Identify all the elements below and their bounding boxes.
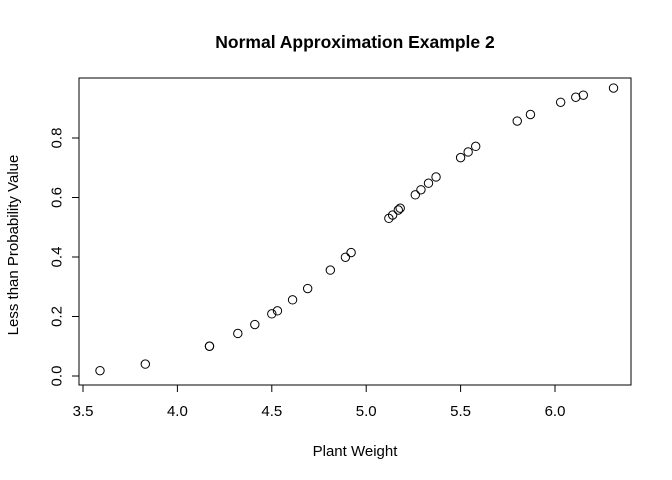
x-tick-label: 5.5 bbox=[450, 403, 471, 420]
x-axis: 3.5 4.0 4.5 5.0 5.5 6.0 bbox=[73, 384, 566, 420]
data-point bbox=[267, 309, 277, 319]
data-point bbox=[395, 203, 405, 213]
x-axis-label: Plant Weight bbox=[313, 443, 399, 460]
data-point bbox=[608, 83, 619, 93]
y-axis: 0.0 0.2 0.4 0.6 0.8 bbox=[49, 128, 80, 387]
data-point bbox=[140, 359, 151, 369]
data-point bbox=[340, 252, 351, 262]
data-point bbox=[287, 295, 298, 305]
x-tick-label: 4.0 bbox=[167, 403, 188, 420]
x-tick-label: 4.5 bbox=[261, 403, 282, 420]
data-point bbox=[272, 306, 283, 316]
data-point bbox=[302, 283, 313, 294]
data-point bbox=[387, 210, 398, 220]
data-point bbox=[325, 265, 336, 275]
data-point bbox=[431, 172, 441, 182]
data-point bbox=[416, 185, 426, 195]
data-point bbox=[233, 328, 243, 339]
data-point bbox=[346, 247, 356, 258]
data-point bbox=[250, 319, 260, 330]
data-point bbox=[423, 178, 434, 188]
data-point bbox=[578, 90, 589, 100]
y-tick-label: 0.8 bbox=[49, 128, 66, 149]
chart-title: Normal Approximation Example 2 bbox=[215, 32, 495, 52]
y-tick-label: 0.4 bbox=[49, 247, 66, 268]
y-tick-label: 0.6 bbox=[49, 187, 66, 208]
y-axis-label: Less than Probability Value bbox=[5, 155, 22, 336]
data-point bbox=[463, 147, 473, 157]
data-point bbox=[525, 109, 536, 120]
data-point bbox=[512, 116, 522, 126]
data-point bbox=[95, 365, 105, 376]
data-point bbox=[204, 341, 215, 351]
y-tick-label: 0.0 bbox=[49, 366, 66, 387]
x-tick-label: 3.5 bbox=[73, 403, 94, 420]
data-points bbox=[95, 83, 619, 376]
data-point bbox=[455, 152, 466, 163]
x-tick-label: 6.0 bbox=[545, 403, 566, 420]
data-point bbox=[393, 205, 403, 215]
y-tick-label: 0.2 bbox=[49, 306, 66, 327]
data-point bbox=[410, 190, 420, 200]
x-tick-label: 5.0 bbox=[356, 403, 377, 420]
plot-frame bbox=[78, 77, 632, 386]
data-point bbox=[555, 97, 566, 108]
data-point bbox=[471, 141, 481, 152]
